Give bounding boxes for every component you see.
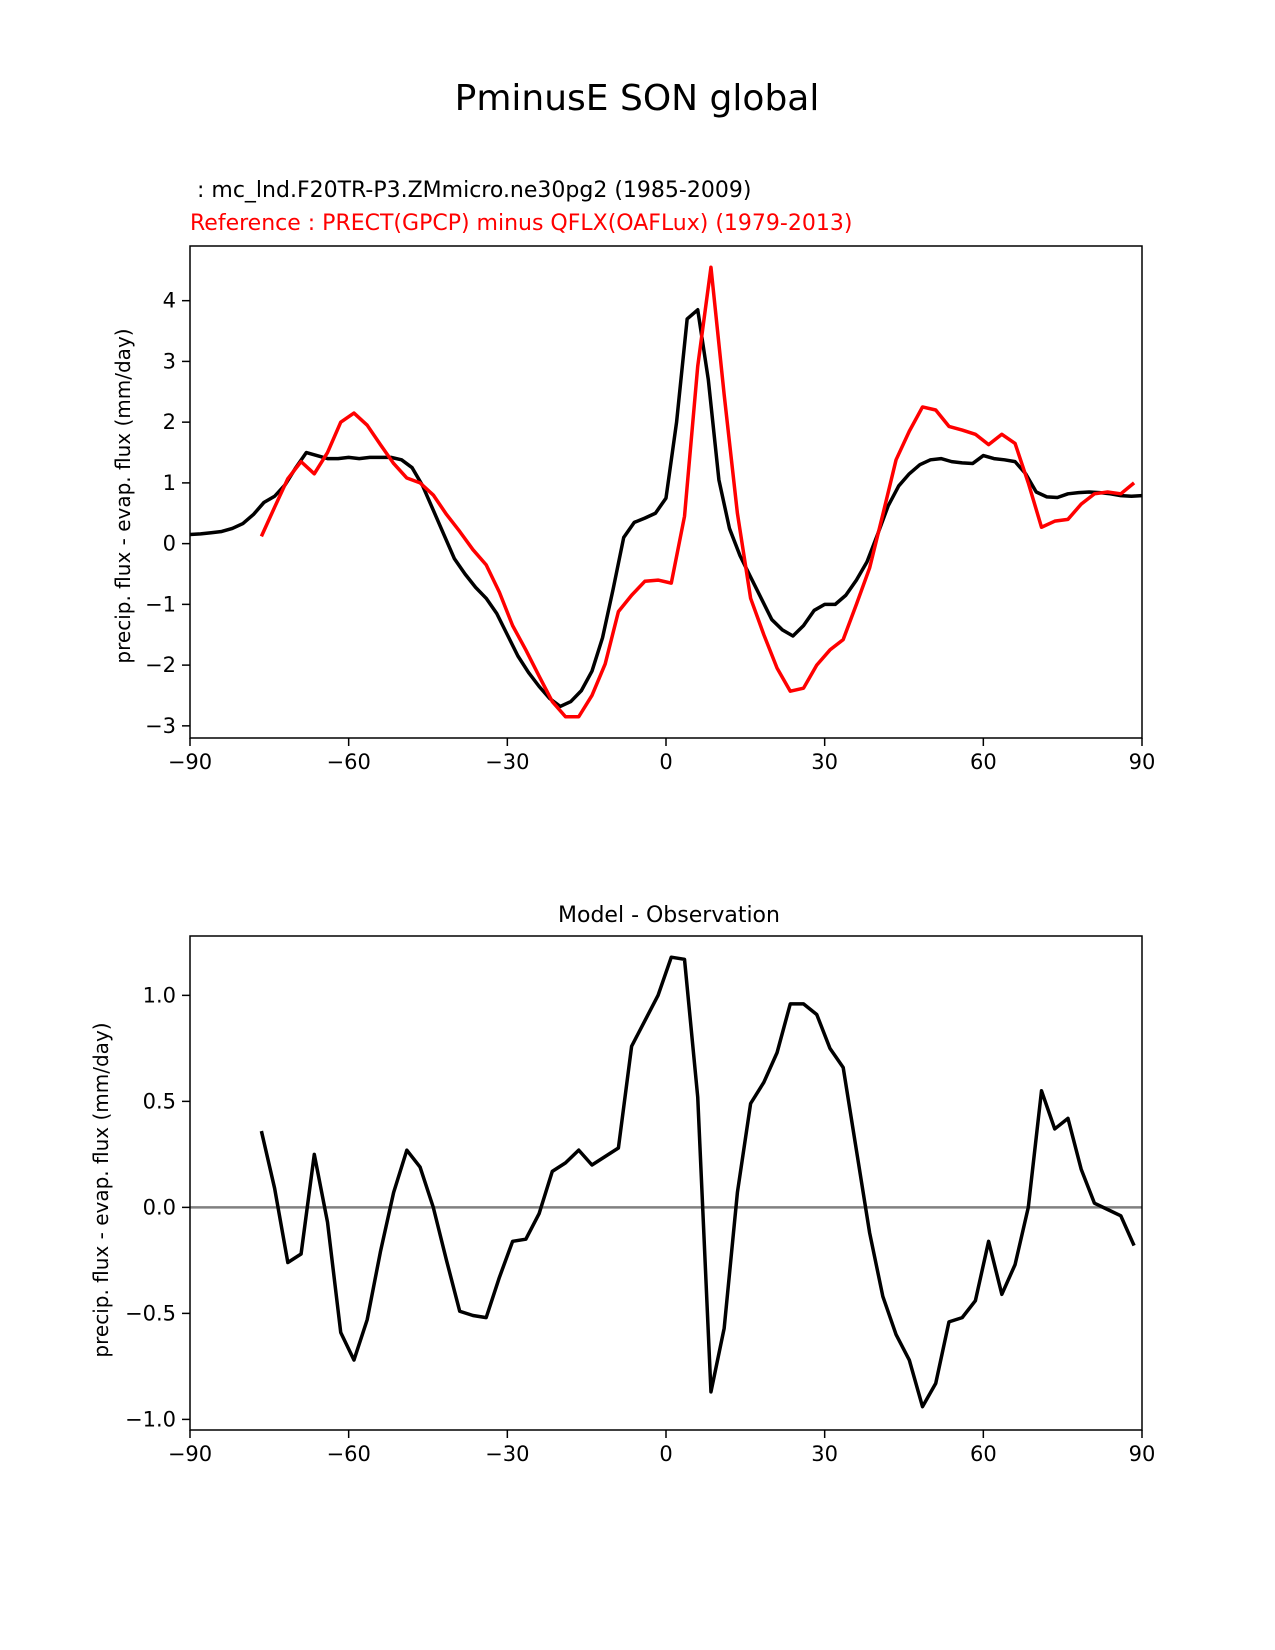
y-tick-label: 2 xyxy=(163,410,176,434)
test-title: : mc_lnd.F20TR-P3.ZMmicro.ne30pg2 (1985-… xyxy=(190,178,751,203)
x-tick-label: 90 xyxy=(1129,1442,1156,1466)
x-tick-label: 0 xyxy=(659,1442,672,1466)
y-tick-label: 0.0 xyxy=(143,1195,176,1219)
x-tick-label: −60 xyxy=(327,750,371,774)
series-line-test xyxy=(190,310,1142,707)
figure: PminusE SON global : mc_lnd.F20TR-P3.ZMm… xyxy=(0,0,1275,1650)
top-panel: : mc_lnd.F20TR-P3.ZMmicro.ne30pg2 (1985-… xyxy=(111,178,1155,774)
x-tick-label: −30 xyxy=(485,1442,529,1466)
y-tick-label: −1 xyxy=(145,592,176,616)
x-tick-label: −90 xyxy=(168,1442,212,1466)
x-tick-label: 30 xyxy=(811,1442,838,1466)
bottom-title: Model - Observation xyxy=(558,903,780,928)
x-tick-label: −90 xyxy=(168,750,212,774)
x-tick-label: 60 xyxy=(970,750,997,774)
x-tick-label: 60 xyxy=(970,1442,997,1466)
y-tick-label: 0.5 xyxy=(143,1089,176,1113)
reference-title: Reference : PRECT(GPCP) minus QFLX(OAFLu… xyxy=(190,211,852,236)
y-tick-label: 4 xyxy=(163,289,176,313)
top-ylabel: precip. flux - evap. flux (mm/day) xyxy=(111,328,135,663)
bottom-panel: Model - Observation precip. flux - evap.… xyxy=(89,903,1155,1466)
axes-frame xyxy=(190,936,1142,1430)
y-tick-label: −1.0 xyxy=(125,1407,176,1431)
figure-title: PminusE SON global xyxy=(455,78,820,119)
y-tick-label: −0.5 xyxy=(125,1301,176,1325)
x-tick-label: −30 xyxy=(485,750,529,774)
series-line-difference xyxy=(261,957,1134,1406)
x-tick-label: −60 xyxy=(327,1442,371,1466)
y-tick-label: −3 xyxy=(145,714,176,738)
x-tick-label: 90 xyxy=(1129,750,1156,774)
y-tick-label: 0 xyxy=(163,532,176,556)
y-tick-label: 1.0 xyxy=(143,983,176,1007)
x-tick-label: 30 xyxy=(811,750,838,774)
y-tick-label: 1 xyxy=(163,471,176,495)
bottom-ylabel: precip. flux - evap. flux (mm/day) xyxy=(89,1022,113,1357)
series-line-reference xyxy=(261,267,1134,716)
y-tick-label: −2 xyxy=(145,653,176,677)
y-tick-label: 3 xyxy=(163,349,176,373)
x-tick-label: 0 xyxy=(659,750,672,774)
